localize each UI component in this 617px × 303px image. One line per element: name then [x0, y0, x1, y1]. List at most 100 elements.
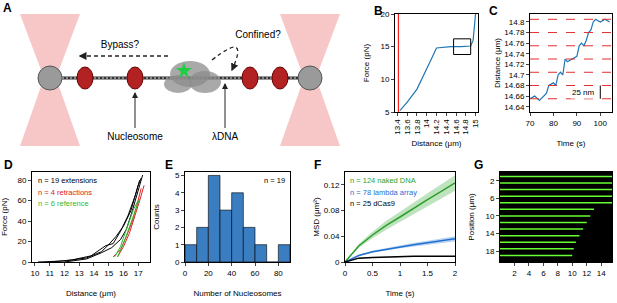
svg-text:14.76: 14.76 — [504, 39, 525, 48]
svg-text:15: 15 — [471, 119, 480, 128]
svg-text:E: E — [165, 158, 173, 172]
svg-text:0.04: 0.04 — [324, 232, 340, 241]
svg-text:Position (μm): Position (μm) — [467, 193, 476, 241]
svg-text:12: 12 — [582, 269, 591, 278]
svg-text:13.4: 13.4 — [393, 119, 402, 135]
svg-text:0.5: 0.5 — [367, 269, 379, 278]
svg-text:14.8: 14.8 — [509, 18, 525, 27]
svg-text:80: 80 — [17, 176, 26, 185]
svg-text:10: 10 — [380, 75, 389, 84]
svg-text:0.08: 0.08 — [324, 206, 340, 215]
svg-text:1: 1 — [175, 240, 180, 249]
svg-text:0: 0 — [183, 269, 188, 278]
svg-text:15: 15 — [104, 269, 113, 278]
svg-text:6: 6 — [490, 194, 495, 203]
svg-text:Time (s): Time (s) — [385, 289, 414, 298]
svg-text:60: 60 — [251, 269, 260, 278]
svg-text:Distance (μm): Distance (μm) — [493, 38, 502, 88]
svg-text:3: 3 — [175, 206, 180, 215]
svg-text:n = 4 retractions: n = 4 retractions — [38, 188, 92, 197]
svg-text:A: A — [3, 1, 12, 15]
svg-text:MSD (μm²): MSD (μm²) — [312, 197, 321, 237]
svg-text:14.68: 14.68 — [504, 81, 525, 90]
svg-text:70: 70 — [526, 119, 535, 128]
svg-text:Nucleosome: Nucleosome — [107, 131, 163, 142]
svg-text:90: 90 — [572, 119, 581, 128]
svg-text:0: 0 — [343, 269, 348, 278]
svg-text:14: 14 — [485, 229, 494, 238]
svg-text:14.8: 14.8 — [461, 119, 470, 135]
svg-text:Confined?: Confined? — [235, 29, 281, 40]
svg-text:λDNA: λDNA — [212, 131, 238, 142]
svg-text:14.64: 14.64 — [504, 103, 525, 112]
svg-text:G: G — [474, 158, 483, 172]
svg-text:14.78: 14.78 — [504, 28, 525, 37]
svg-text:17: 17 — [134, 269, 143, 278]
svg-text:20: 20 — [204, 269, 213, 278]
svg-text:18: 18 — [485, 247, 494, 256]
svg-text:B: B — [374, 4, 383, 18]
svg-text:20: 20 — [17, 237, 26, 246]
svg-text:0: 0 — [175, 258, 180, 267]
svg-text:n = 19 extensions: n = 19 extensions — [38, 176, 97, 185]
svg-text:8: 8 — [556, 269, 561, 278]
svg-text:2: 2 — [453, 269, 458, 278]
svg-text:5: 5 — [175, 171, 180, 180]
svg-text:80: 80 — [549, 119, 558, 128]
svg-text:Distance (μm): Distance (μm) — [66, 289, 116, 298]
svg-text:n = 124 naked DNA: n = 124 naked DNA — [350, 176, 416, 185]
svg-text:2: 2 — [512, 269, 517, 278]
svg-text:14.66: 14.66 — [504, 92, 525, 101]
svg-text:4: 4 — [175, 189, 180, 198]
svg-text:16: 16 — [119, 269, 128, 278]
svg-text:1.5: 1.5 — [422, 269, 434, 278]
svg-text:13.8: 13.8 — [413, 119, 422, 135]
svg-text:14: 14 — [89, 269, 98, 278]
svg-text:F: F — [314, 158, 321, 172]
svg-text:n = 6 reference: n = 6 reference — [38, 199, 89, 208]
svg-text:12: 12 — [60, 269, 69, 278]
svg-text:20: 20 — [380, 10, 389, 19]
svg-text:14.72: 14.72 — [504, 60, 525, 69]
svg-text:Bypass?: Bypass? — [101, 39, 140, 50]
svg-text:13: 13 — [75, 269, 84, 278]
svg-text:11: 11 — [46, 269, 55, 278]
svg-text:Force (pN): Force (pN) — [0, 198, 9, 237]
svg-text:5: 5 — [385, 108, 390, 117]
svg-text:Distance (μm): Distance (μm) — [412, 139, 462, 148]
svg-text:0: 0 — [22, 258, 27, 267]
svg-text:60: 60 — [17, 196, 26, 205]
svg-text:40: 40 — [17, 217, 26, 226]
svg-text:80: 80 — [274, 269, 283, 278]
svg-text:15: 15 — [380, 42, 389, 51]
svg-text:100: 100 — [594, 119, 608, 128]
svg-text:Time (s): Time (s) — [556, 139, 585, 148]
svg-text:n = 19: n = 19 — [264, 176, 285, 185]
svg-text:D: D — [4, 158, 13, 172]
svg-text:6: 6 — [541, 269, 546, 278]
svg-text:14.74: 14.74 — [504, 50, 525, 59]
svg-text:10: 10 — [30, 269, 39, 278]
svg-text:Counts: Counts — [152, 204, 161, 229]
svg-text:n = 25 dCas9: n = 25 dCas9 — [350, 199, 395, 208]
svg-text:14.6: 14.6 — [452, 119, 461, 135]
svg-text:2: 2 — [175, 223, 180, 232]
svg-text:14: 14 — [422, 119, 431, 128]
svg-text:14.2: 14.2 — [432, 119, 441, 135]
svg-text:25 nm: 25 nm — [572, 88, 595, 97]
svg-text:2: 2 — [490, 177, 495, 186]
svg-text:14.7: 14.7 — [509, 71, 525, 80]
svg-text:Number of Nucleosomes: Number of Nucleosomes — [193, 289, 281, 298]
svg-text:10: 10 — [485, 212, 494, 221]
svg-text:C: C — [489, 4, 498, 18]
svg-text:0: 0 — [335, 258, 340, 267]
svg-text:4: 4 — [527, 269, 532, 278]
svg-text:13.6: 13.6 — [403, 119, 412, 135]
svg-text:14.4: 14.4 — [442, 119, 451, 135]
svg-text:Force (pN): Force (pN) — [362, 44, 371, 83]
svg-text:40: 40 — [227, 269, 236, 278]
svg-text:14: 14 — [597, 269, 606, 278]
svg-text:1: 1 — [398, 269, 403, 278]
svg-text:0.12: 0.12 — [324, 181, 340, 190]
svg-text:10: 10 — [568, 269, 577, 278]
